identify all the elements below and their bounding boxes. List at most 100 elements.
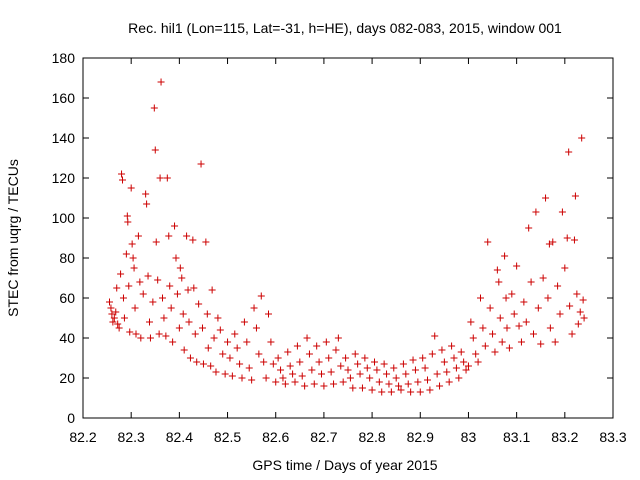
data-point [315, 358, 323, 366]
data-point [296, 358, 304, 366]
data-point [390, 364, 398, 372]
chart-title: Rec. hil1 (Lon=115, Lat=-31, h=HE), days… [128, 20, 562, 36]
data-point [428, 350, 436, 358]
data-point [156, 174, 164, 182]
data-point [371, 358, 378, 366]
data-point [346, 374, 354, 382]
data-point [554, 282, 562, 290]
data-point [180, 346, 188, 354]
data-point [440, 358, 448, 366]
x-axis: 82.2 82.3 82.4 82.5 82.6 82.7 82.8 82.9 83 83.1 83… [69, 58, 627, 445]
data-point [578, 134, 586, 142]
data-point [571, 192, 579, 200]
data-point [132, 330, 140, 338]
y-tick-label: 120 [52, 170, 76, 186]
data-point [565, 148, 573, 156]
data-point [139, 290, 147, 298]
data-point [136, 278, 144, 286]
data-point [119, 176, 127, 184]
data-point [204, 344, 212, 352]
data-point [342, 354, 350, 362]
x-tick-label: 82.8 [358, 429, 385, 445]
data-point [399, 360, 407, 368]
data-point [450, 354, 458, 362]
data-point [155, 330, 163, 338]
data-point [513, 262, 521, 270]
data-point [464, 362, 472, 370]
data-point [349, 384, 357, 392]
data-point [120, 314, 128, 322]
data-point [212, 368, 220, 376]
data-point [530, 330, 537, 338]
data-point [114, 320, 122, 328]
data-point [197, 160, 205, 168]
data-point [520, 298, 528, 306]
data-point [198, 324, 206, 332]
x-tick-label: 83 [461, 429, 477, 445]
data-point [137, 334, 145, 342]
y-tick-label: 180 [52, 50, 76, 66]
data-point [502, 294, 510, 302]
data-point [157, 78, 165, 86]
data-point [387, 388, 395, 396]
data-point [214, 314, 222, 322]
data-point [448, 342, 456, 350]
data-point [193, 358, 201, 366]
data-point [409, 356, 417, 364]
data-point [404, 380, 412, 388]
data-point [175, 324, 183, 332]
data-point [378, 388, 386, 396]
data-point [385, 380, 393, 388]
data-point [491, 348, 499, 356]
data-point [185, 318, 193, 326]
data-point [527, 278, 535, 286]
data-point [167, 304, 175, 312]
data-point [334, 334, 342, 342]
data-point [568, 330, 576, 338]
data-point [274, 354, 282, 362]
data-point [289, 370, 297, 378]
data-point [419, 354, 427, 362]
data-point [226, 354, 234, 362]
x-tick-label: 82.3 [118, 429, 145, 445]
y-tick-label: 0 [67, 410, 75, 426]
data-point [124, 218, 132, 226]
data-point [123, 212, 131, 220]
data-point [117, 270, 125, 278]
data-point [561, 264, 569, 272]
data-point [534, 304, 542, 312]
data-point [143, 200, 151, 208]
data-point [248, 376, 256, 384]
data-point [445, 378, 453, 386]
data-point [532, 208, 540, 216]
y-tick-label: 140 [52, 130, 76, 146]
data-point [467, 318, 475, 326]
data-point [525, 224, 533, 232]
data-point [279, 374, 287, 382]
data-point [383, 370, 391, 378]
data-point [443, 368, 451, 376]
data-point [119, 294, 127, 302]
data-point [183, 232, 191, 240]
data-point [298, 372, 306, 380]
y-axis-label: STEC from uqrg / TECUs [5, 159, 21, 317]
data-point [301, 382, 309, 390]
data-point [208, 286, 216, 294]
data-point [172, 254, 180, 262]
data-point [322, 338, 330, 346]
x-tick-label: 82.2 [69, 429, 96, 445]
data-point [255, 350, 263, 358]
data-point [149, 298, 157, 306]
data-point [496, 314, 504, 322]
data-point [573, 290, 581, 298]
data-point [501, 252, 509, 260]
data-point [433, 370, 441, 378]
data-point [522, 318, 530, 326]
data-point [252, 324, 260, 332]
data-point [257, 292, 265, 300]
data-point [129, 254, 137, 262]
data-point [265, 310, 272, 318]
data-point [337, 362, 345, 370]
data-point [107, 304, 115, 312]
data-point [154, 276, 162, 284]
